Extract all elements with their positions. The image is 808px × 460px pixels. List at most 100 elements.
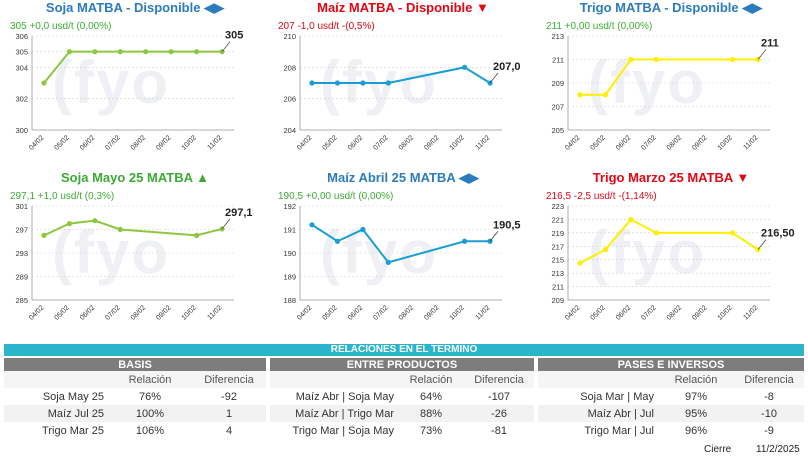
data-point bbox=[117, 226, 123, 233]
y-tick-label: 293 bbox=[15, 249, 28, 258]
x-tick-label: 04/02 bbox=[564, 134, 581, 151]
x-tick-label: 08/02 bbox=[398, 304, 415, 321]
panel-subtitle: 207 -1,0 usd/t -(0,5%) bbox=[278, 21, 375, 32]
y-tick-label: 208 bbox=[283, 63, 296, 72]
x-tick-label: 10/02 bbox=[449, 134, 466, 151]
x-tick-label: 07/02 bbox=[640, 304, 657, 321]
row-diferencia: -26 bbox=[464, 405, 534, 422]
y-tick-label: 188 bbox=[283, 296, 296, 305]
row-label: Maíz Jul 25 bbox=[4, 405, 108, 422]
y-tick-label: 213 bbox=[551, 269, 564, 278]
entre-productos-table: ENTRE PRODUCTOS Relación Diferencia Maíz… bbox=[270, 358, 534, 439]
data-point bbox=[41, 80, 47, 86]
x-tick-label: 04/02 bbox=[28, 304, 45, 321]
panel-subtitle: 211 +0,00 usd/t (0,00%) bbox=[546, 21, 653, 32]
table-title: PASES E INVERSOS bbox=[538, 358, 804, 371]
row-relacion: 100% bbox=[108, 405, 192, 422]
table-title: ENTRE PRODUCTOS bbox=[270, 358, 534, 371]
row-diferencia: -81 bbox=[491, 424, 507, 437]
footer-label: Cierre bbox=[704, 444, 732, 455]
y-tick-label: 305 bbox=[15, 48, 28, 57]
footer-date: 11/2/2025 bbox=[756, 444, 800, 455]
x-tick-label: 09/02 bbox=[155, 304, 172, 321]
x-tick-label: 07/02 bbox=[372, 304, 389, 321]
data-point bbox=[309, 222, 315, 228]
y-tick-label: 204 bbox=[283, 126, 296, 135]
y-tick-label: 219 bbox=[551, 229, 564, 238]
row-diferencia: -92 bbox=[221, 390, 237, 403]
table-row: Soja May 25 76% -92 bbox=[4, 388, 266, 405]
panel-subtitle: 216,5 -2,5 usd/t -(1,14%) bbox=[546, 191, 657, 202]
y-tick-label: 300 bbox=[15, 126, 28, 135]
panel-title: Maíz Abril 25 MATBA ◀▶ bbox=[327, 170, 479, 185]
x-tick-label: 05/02 bbox=[53, 304, 70, 321]
x-tick-label: 11/02 bbox=[742, 304, 759, 321]
chart-panel-maiz-abril: (fyo Maíz Abril 25 MATBA ◀▶ 190,5 +0,00 … bbox=[272, 170, 534, 338]
x-tick-label: 10/02 bbox=[717, 134, 734, 151]
table-row: Maíz Abr | Trigo Mar 88% -26 bbox=[270, 405, 534, 422]
data-point bbox=[334, 80, 341, 86]
row-relacion: 73% bbox=[419, 424, 443, 437]
col-header: Relación bbox=[108, 371, 192, 388]
data-point bbox=[117, 49, 123, 55]
x-tick-label: 08/02 bbox=[666, 304, 683, 321]
y-tick-label: 302 bbox=[15, 95, 28, 104]
line-chart: 285 289 293 297 301 04/02 05/02 06/02 07/02 08/02… bbox=[15, 202, 253, 322]
chart-panel-trigo-marzo: (fyo Trigo Marzo 25 MATBA ▼ 216,5 -2,5 u… bbox=[540, 170, 802, 338]
x-tick-label: 06/02 bbox=[347, 134, 364, 151]
col-header bbox=[4, 371, 108, 388]
table-row: Trigo Mar 25 106% 4 bbox=[4, 422, 266, 439]
data-point bbox=[41, 232, 47, 238]
x-tick-label: 07/02 bbox=[104, 304, 121, 321]
y-tick-label: 205 bbox=[551, 126, 564, 135]
label-leader bbox=[757, 239, 767, 250]
table-row: Maíz Jul 25 100% 1 bbox=[4, 405, 266, 422]
y-tick-label: 209 bbox=[551, 296, 564, 305]
y-tick-label: 211 bbox=[552, 56, 564, 65]
table-row: Soja Mar | May 97% -8 bbox=[538, 388, 804, 405]
row-diferencia: -9 bbox=[764, 424, 774, 437]
x-tick-label: 08/02 bbox=[666, 134, 683, 151]
label-leader bbox=[221, 218, 231, 230]
y-tick-label: 207 bbox=[551, 103, 564, 112]
data-point bbox=[92, 49, 98, 55]
y-tick-label: 213 bbox=[551, 32, 564, 41]
data-point bbox=[653, 56, 659, 63]
row-label: Trigo Mar 25 bbox=[42, 424, 104, 437]
x-tick-label: 05/02 bbox=[321, 304, 338, 321]
y-tick-label: 211 bbox=[552, 283, 564, 292]
y-tick-label: 189 bbox=[283, 273, 296, 282]
data-point bbox=[461, 64, 468, 70]
y-tick-label: 215 bbox=[551, 256, 564, 265]
col-header: Relación bbox=[658, 371, 734, 388]
series-line bbox=[43, 50, 222, 84]
y-tick-label: 192 bbox=[283, 202, 296, 211]
table-row: Trigo Mar | Soja May 73% -81 bbox=[270, 422, 534, 439]
data-point bbox=[628, 56, 634, 63]
data-point bbox=[360, 80, 366, 86]
y-tick-label: 304 bbox=[15, 63, 28, 72]
x-tick-label: 10/02 bbox=[717, 304, 734, 321]
row-relacion: 106% bbox=[135, 424, 165, 437]
data-point bbox=[360, 226, 366, 233]
last-value-label: 211 bbox=[761, 38, 779, 50]
x-tick-label: 11/02 bbox=[474, 304, 491, 321]
data-point bbox=[461, 238, 468, 244]
col-header bbox=[270, 371, 398, 388]
panel-title: Soja Mayo 25 MATBA ▲ bbox=[61, 170, 209, 185]
row-relacion: 76% bbox=[138, 390, 162, 403]
y-tick-label: 210 bbox=[283, 32, 296, 41]
x-tick-label: 09/02 bbox=[423, 134, 440, 151]
x-tick-label: 07/02 bbox=[104, 134, 121, 151]
x-tick-label: 06/02 bbox=[347, 304, 364, 321]
y-tick-label: 206 bbox=[283, 95, 296, 104]
row-diferencia: -8 bbox=[764, 390, 774, 403]
label-leader bbox=[489, 231, 499, 242]
row-label: Maíz Abr | Trigo Mar bbox=[270, 405, 398, 422]
x-tick-label: 08/02 bbox=[130, 134, 147, 151]
row-label: Maíz Abr | Soja May bbox=[295, 390, 394, 403]
row-relacion: 95% bbox=[658, 405, 734, 422]
last-value-label: 297,1 bbox=[225, 207, 253, 219]
y-tick-label: 301 bbox=[15, 202, 28, 211]
line-chart: 188 189 190 191 192 04/02 05/02 06/02 07/02 08/02… bbox=[283, 202, 520, 322]
